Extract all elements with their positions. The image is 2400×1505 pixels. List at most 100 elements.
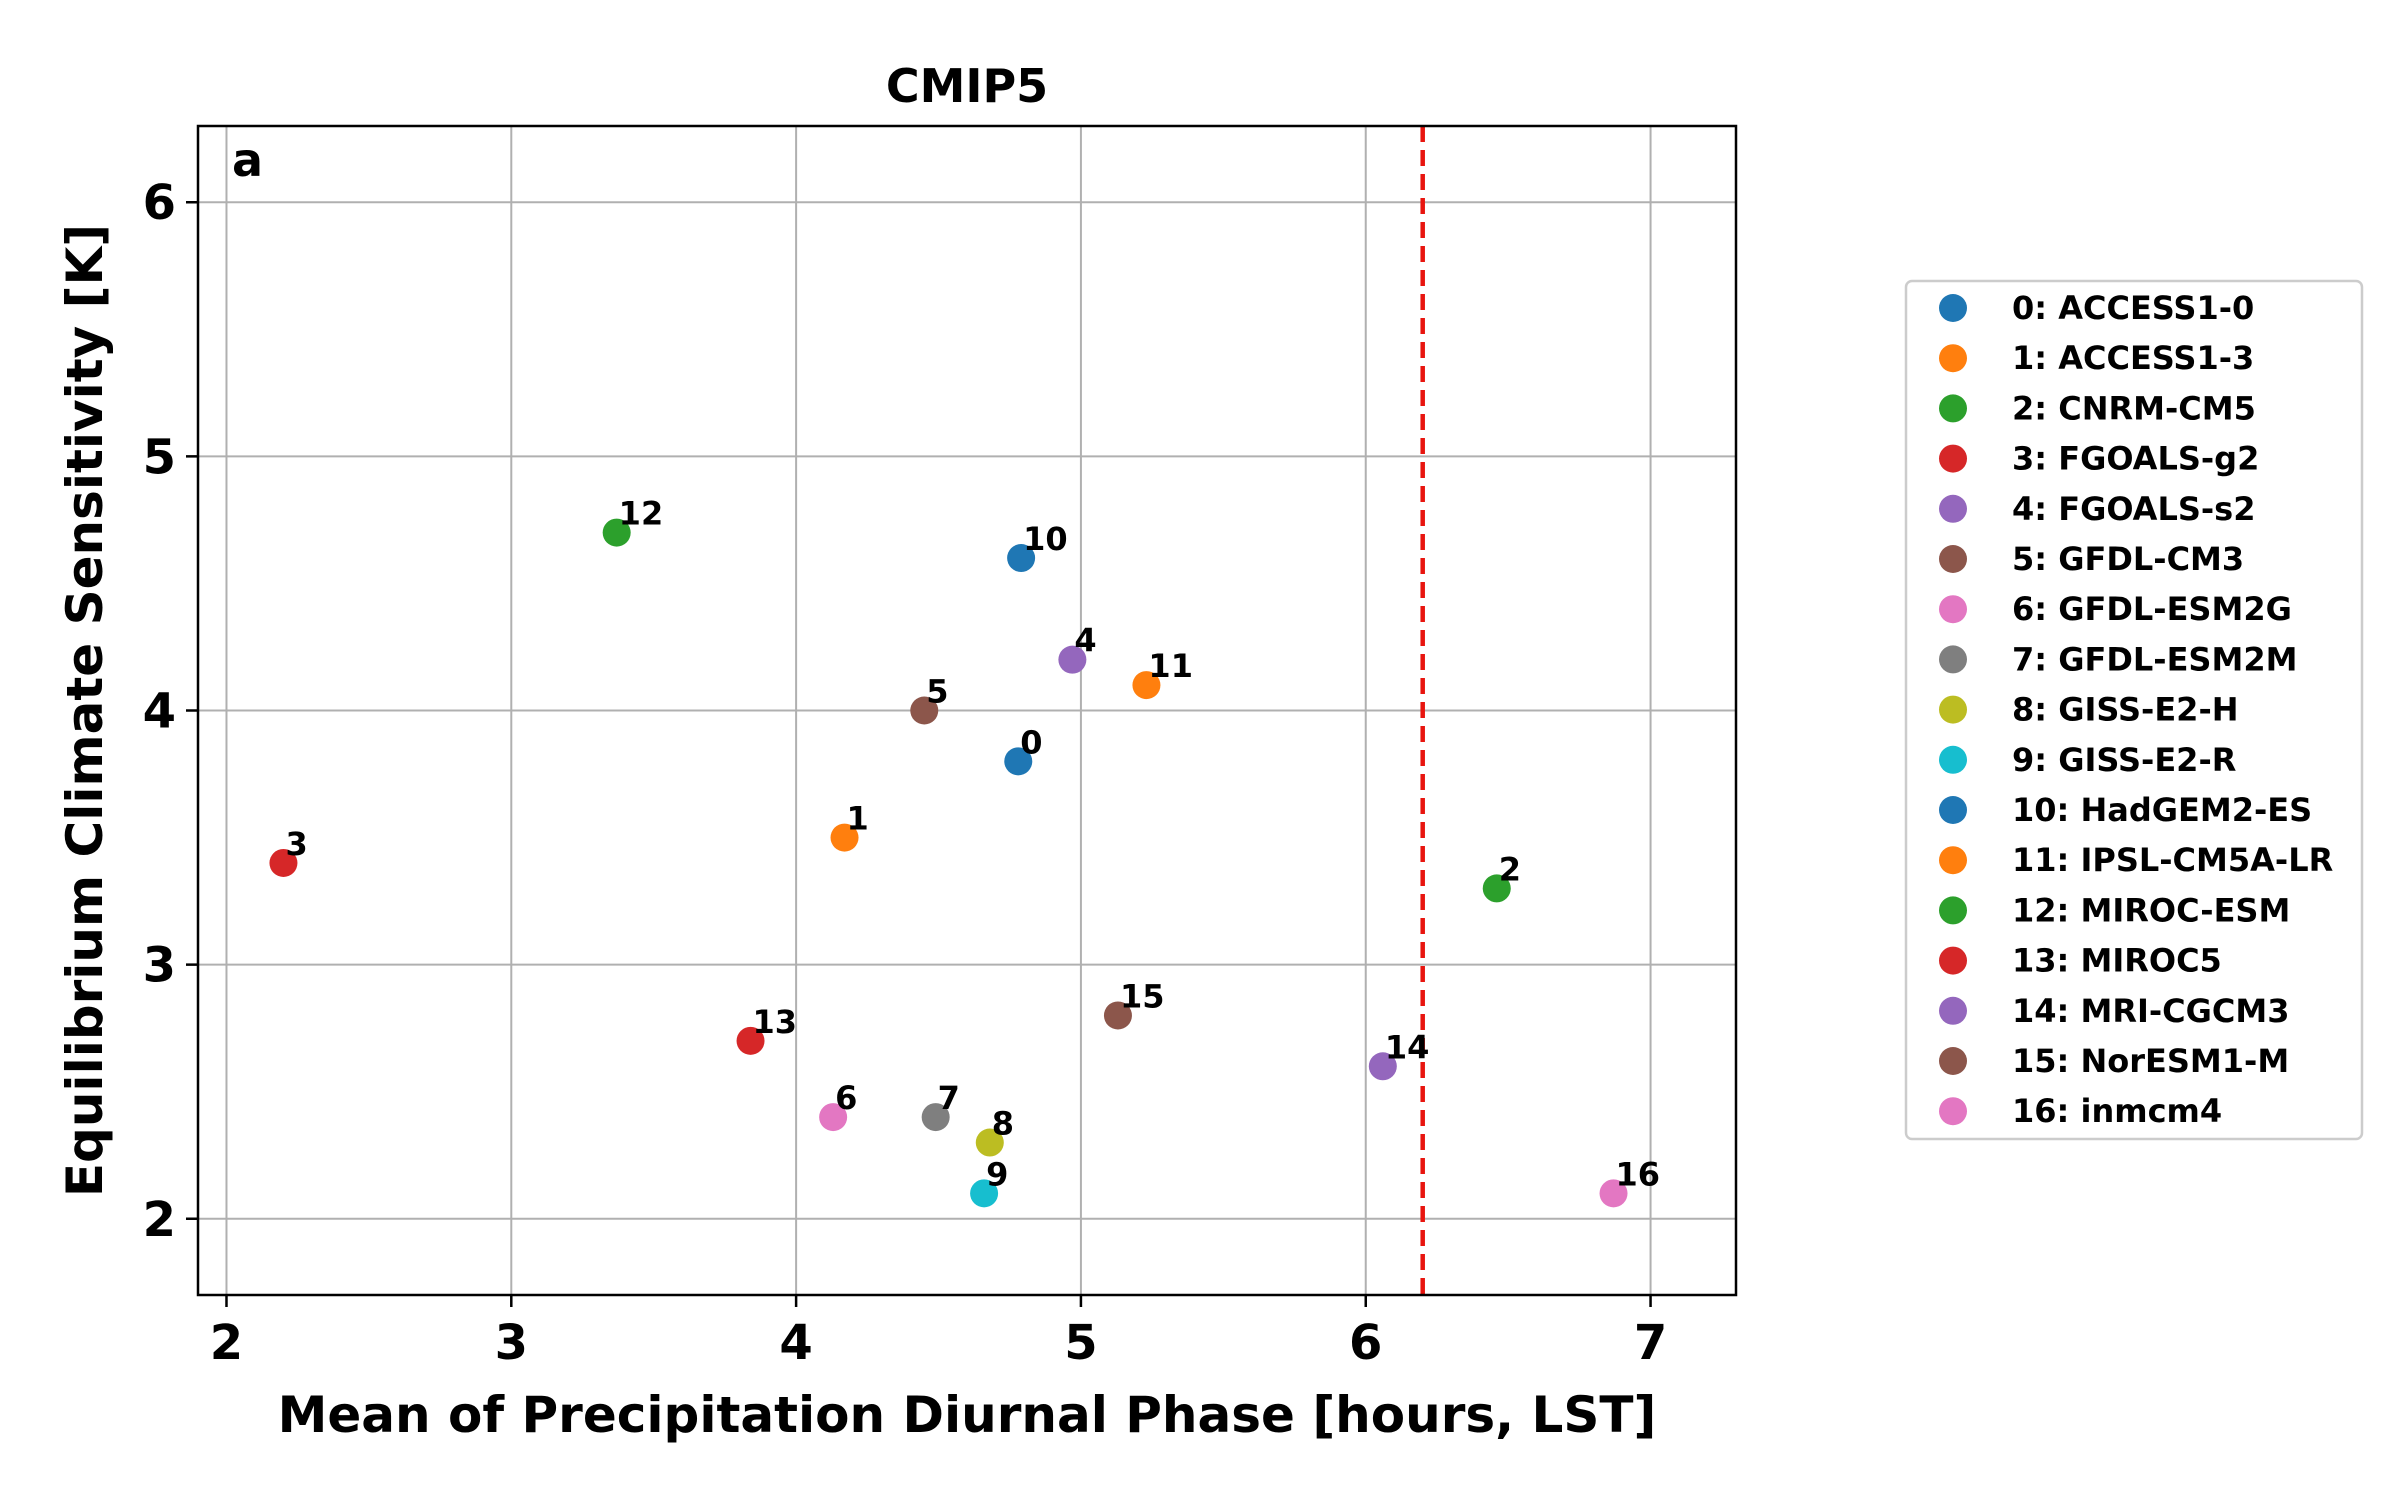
x-tick-label: 5 xyxy=(1064,1315,1097,1371)
data-point-6 xyxy=(819,1103,848,1132)
point-label-1: 1 xyxy=(847,800,869,838)
legend-label-9: 9: GISS-E2-R xyxy=(2012,741,2236,779)
data-point-8 xyxy=(975,1128,1004,1157)
legend-label-16: 16: inmcm4 xyxy=(2012,1092,2222,1130)
data-point-9 xyxy=(970,1179,999,1208)
legend-marker-13 xyxy=(1939,946,1967,975)
legend-item-10: 10: HadGEM2-ES xyxy=(1939,791,2312,829)
legend-item-0: 0: ACCESS1-0 xyxy=(1939,289,2254,327)
legend-marker-7 xyxy=(1939,645,1967,674)
point-label-13: 13 xyxy=(753,1003,798,1041)
legend-marker-1 xyxy=(1939,344,1967,373)
x-axis-label: Mean of Precipitation Diurnal Phase [hou… xyxy=(278,1386,1657,1444)
legend-marker-2 xyxy=(1939,394,1967,423)
data-point-16 xyxy=(1599,1179,1628,1208)
legend-label-0: 0: ACCESS1-0 xyxy=(2012,289,2254,327)
point-label-9: 9 xyxy=(986,1155,1008,1193)
legend-marker-6 xyxy=(1939,595,1967,624)
legend-item-13: 13: MIROC5 xyxy=(1939,942,2222,980)
data-point-1 xyxy=(830,823,859,852)
legend-marker-8 xyxy=(1939,695,1967,724)
legend-marker-16 xyxy=(1939,1097,1967,1126)
legend-marker-11 xyxy=(1939,846,1967,875)
axis-ticks: 2 3 4 5 6 7 2 3 4 5 6 xyxy=(143,175,1668,1371)
x-tick-label: 3 xyxy=(495,1315,528,1371)
y-axis-label: Equilibrium Climate Sensitivity [K] xyxy=(56,224,114,1197)
legend-marker-5 xyxy=(1939,545,1967,573)
legend-label-14: 14: MRI-CGCM3 xyxy=(2012,992,2289,1030)
legend-label-4: 4: FGOALS-s2 xyxy=(2012,490,2255,528)
legend: 0: ACCESS1-0 1: ACCESS1-3 2: CNRM-CM5 3: FG… xyxy=(1904,279,2364,1141)
grid-lines xyxy=(198,126,1736,1295)
legend-item-11: 11: IPSL-CM5A-LR xyxy=(1939,841,2333,879)
legend-marker-10 xyxy=(1939,796,1967,824)
legend-label-10: 10: HadGEM2-ES xyxy=(2012,791,2312,829)
x-tick-label: 6 xyxy=(1349,1315,1382,1371)
y-tick-label: 2 xyxy=(143,1192,176,1248)
legend-item-15: 15: NorESM1-M xyxy=(1939,1042,2289,1080)
legend-label-5: 5: GFDL-CM3 xyxy=(2012,540,2244,578)
x-tick-label: 4 xyxy=(779,1315,812,1371)
data-point-3 xyxy=(269,848,298,877)
x-tick-label: 7 xyxy=(1634,1315,1667,1371)
data-point-13 xyxy=(736,1026,765,1055)
data-point-11 xyxy=(1132,671,1161,700)
legend-label-13: 13: MIROC5 xyxy=(2012,942,2222,980)
point-label-0: 0 xyxy=(1020,723,1042,761)
legend-item-9: 9: GISS-E2-R xyxy=(1939,741,2236,779)
panel-label: a xyxy=(232,133,263,187)
legend-item-7: 7: GFDL-ESM2M xyxy=(1939,640,2297,678)
data-point-0 xyxy=(1004,747,1033,776)
y-tick-label: 3 xyxy=(143,938,176,994)
legend-marker-9 xyxy=(1939,745,1967,774)
legend-label-11: 11: IPSL-CM5A-LR xyxy=(2012,841,2333,879)
legend-label-8: 8: GISS-E2-H xyxy=(2012,691,2239,729)
data-point-10 xyxy=(1007,544,1036,573)
legend-item-1: 1: ACCESS1-3 xyxy=(1939,339,2254,377)
legend-marker-12 xyxy=(1939,896,1967,925)
y-tick-label: 6 xyxy=(143,175,176,231)
point-label-8: 8 xyxy=(992,1105,1014,1143)
point-label-14: 14 xyxy=(1385,1028,1430,1066)
point-label-10: 10 xyxy=(1023,520,1068,558)
y-tick-label: 4 xyxy=(143,684,176,740)
data-point-15 xyxy=(1103,1001,1132,1030)
point-label-12: 12 xyxy=(619,495,664,533)
legend-label-1: 1: ACCESS1-3 xyxy=(2012,339,2254,377)
x-tick-label: 2 xyxy=(210,1315,243,1371)
legend-item-3: 3: FGOALS-g2 xyxy=(1939,440,2259,478)
point-label-3: 3 xyxy=(285,825,307,863)
legend-marker-14 xyxy=(1939,996,1967,1025)
point-label-11: 11 xyxy=(1148,647,1193,685)
data-point-12 xyxy=(602,518,631,547)
data-point-4 xyxy=(1058,645,1087,674)
data-point-5 xyxy=(910,696,939,725)
data-point-7 xyxy=(921,1103,950,1132)
legend-marker-15 xyxy=(1939,1047,1967,1075)
point-label-6: 6 xyxy=(835,1079,857,1117)
point-label-16: 16 xyxy=(1616,1155,1661,1193)
legend-label-3: 3: FGOALS-g2 xyxy=(2012,440,2259,478)
data-point-14 xyxy=(1368,1052,1397,1081)
y-tick-label: 5 xyxy=(143,429,176,485)
point-label-5: 5 xyxy=(926,673,948,711)
point-label-2: 2 xyxy=(1499,850,1521,888)
legend-item-6: 6: GFDL-ESM2G xyxy=(1939,590,2292,628)
chart-title: CMIP5 xyxy=(886,59,1048,113)
legend-marker-3 xyxy=(1939,444,1967,473)
point-label-4: 4 xyxy=(1074,622,1096,660)
point-label-15: 15 xyxy=(1120,977,1165,1015)
legend-label-2: 2: CNRM-CM5 xyxy=(2012,389,2256,427)
legend-item-8: 8: GISS-E2-H xyxy=(1939,691,2239,729)
legend-item-12: 12: MIROC-ESM xyxy=(1939,891,2290,929)
legend-marker-0 xyxy=(1939,294,1967,322)
legend-item-14: 14: MRI-CGCM3 xyxy=(1939,992,2289,1030)
data-point-2 xyxy=(1482,874,1511,903)
legend-label-15: 15: NorESM1-M xyxy=(2012,1042,2289,1080)
point-label-7: 7 xyxy=(938,1079,960,1117)
legend-item-16: 16: inmcm4 xyxy=(1939,1092,2222,1130)
legend-item-2: 2: CNRM-CM5 xyxy=(1939,389,2256,427)
